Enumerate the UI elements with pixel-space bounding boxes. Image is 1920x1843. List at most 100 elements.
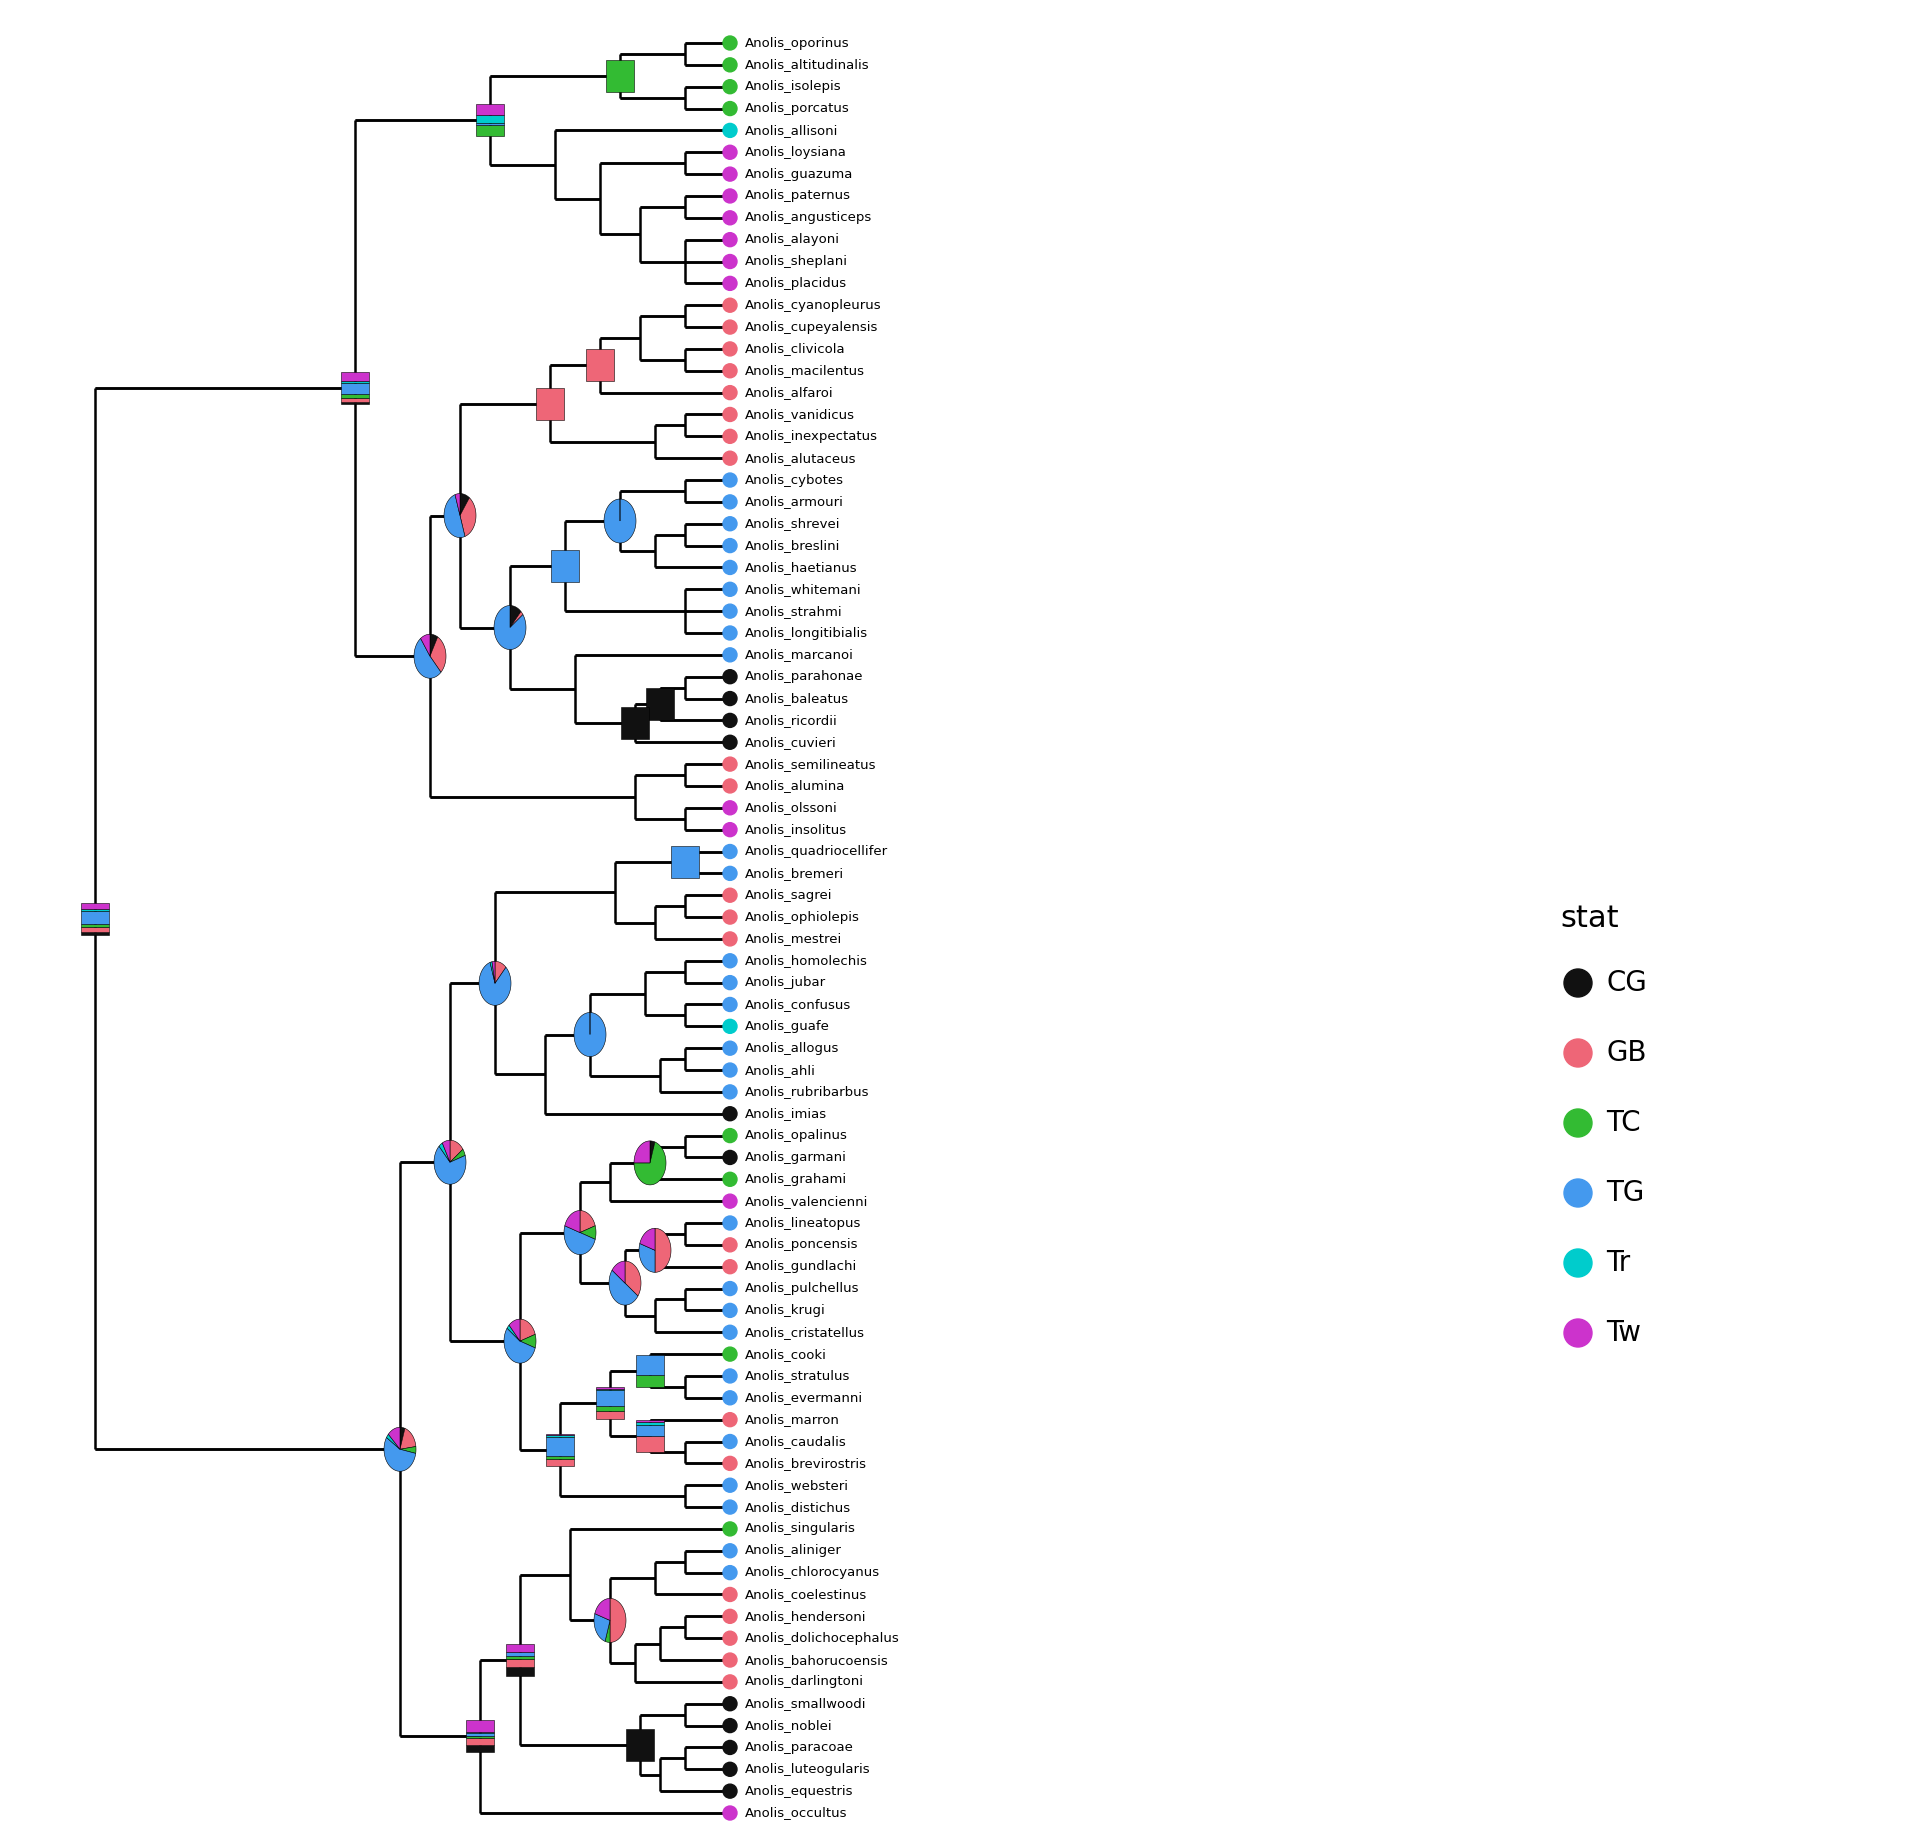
Text: Anolis_occultus: Anolis_occultus: [745, 1806, 847, 1819]
Text: Anolis_mestrei: Anolis_mestrei: [745, 933, 843, 945]
Text: Anolis_marron: Anolis_marron: [745, 1414, 839, 1426]
Bar: [536, 387, 564, 420]
Circle shape: [1565, 1250, 1592, 1277]
Polygon shape: [564, 1211, 580, 1233]
Circle shape: [724, 385, 737, 400]
Text: TG: TG: [1605, 1180, 1644, 1207]
Text: TC: TC: [1605, 1109, 1640, 1137]
Bar: [636, 1355, 664, 1375]
Polygon shape: [520, 1334, 536, 1347]
Circle shape: [724, 669, 737, 684]
Text: Anolis_chlorocyanus: Anolis_chlorocyanus: [745, 1567, 879, 1579]
Bar: [626, 1729, 655, 1760]
Text: Anolis_singularis: Anolis_singularis: [745, 1522, 856, 1535]
Text: Anolis_angusticeps: Anolis_angusticeps: [745, 212, 872, 225]
Polygon shape: [639, 1244, 655, 1272]
Bar: [467, 1738, 493, 1745]
Circle shape: [724, 57, 737, 72]
Text: Anolis_alayoni: Anolis_alayoni: [745, 234, 841, 247]
Text: Anolis_semilineatus: Anolis_semilineatus: [745, 757, 877, 770]
Bar: [595, 1412, 624, 1419]
Circle shape: [724, 649, 737, 662]
Circle shape: [724, 757, 737, 770]
Text: Anolis_opalinus: Anolis_opalinus: [745, 1130, 849, 1143]
Polygon shape: [593, 1614, 611, 1642]
Circle shape: [724, 1718, 737, 1732]
Text: Anolis_baleatus: Anolis_baleatus: [745, 693, 849, 706]
Text: Anolis_insolitus: Anolis_insolitus: [745, 824, 847, 837]
Circle shape: [724, 1587, 737, 1602]
Bar: [81, 903, 109, 909]
Text: Anolis_jubar: Anolis_jubar: [745, 977, 826, 990]
Text: Anolis_guafe: Anolis_guafe: [745, 1019, 829, 1032]
Text: Anolis_cristatellus: Anolis_cristatellus: [745, 1325, 866, 1338]
Text: Anolis_distichus: Anolis_distichus: [745, 1500, 851, 1513]
Text: Anolis_darlingtoni: Anolis_darlingtoni: [745, 1675, 864, 1688]
Text: Anolis_imias: Anolis_imias: [745, 1108, 828, 1121]
Bar: [467, 1720, 493, 1732]
Text: Anolis_clivicola: Anolis_clivicola: [745, 343, 845, 356]
Text: Anolis_sheplani: Anolis_sheplani: [745, 254, 849, 267]
Circle shape: [724, 560, 737, 575]
Circle shape: [724, 299, 737, 311]
Polygon shape: [399, 1426, 405, 1449]
Polygon shape: [495, 962, 507, 984]
Text: Anolis_cooki: Anolis_cooki: [745, 1347, 828, 1360]
Text: Anolis_paracoae: Anolis_paracoae: [745, 1742, 854, 1755]
Circle shape: [724, 1631, 737, 1646]
Circle shape: [724, 407, 737, 422]
Circle shape: [724, 933, 737, 945]
Circle shape: [724, 1609, 737, 1624]
Circle shape: [724, 582, 737, 597]
Text: Anolis_garmani: Anolis_garmani: [745, 1150, 847, 1165]
Bar: [342, 372, 369, 380]
Bar: [342, 383, 369, 394]
Circle shape: [724, 997, 737, 1012]
Circle shape: [724, 474, 737, 487]
Circle shape: [1565, 969, 1592, 997]
Circle shape: [724, 343, 737, 356]
Bar: [551, 549, 580, 582]
Bar: [81, 933, 109, 934]
Bar: [670, 846, 699, 879]
Text: Anolis_longitibialis: Anolis_longitibialis: [745, 627, 868, 640]
Bar: [342, 394, 369, 398]
Text: Anolis_parahonae: Anolis_parahonae: [745, 671, 864, 684]
Text: Anolis_ophiolepis: Anolis_ophiolepis: [745, 910, 860, 923]
Bar: [545, 1460, 574, 1465]
Text: Anolis_marcanoi: Anolis_marcanoi: [745, 649, 854, 662]
Bar: [507, 1666, 534, 1675]
Circle shape: [724, 79, 737, 94]
Polygon shape: [434, 1146, 467, 1185]
Polygon shape: [420, 634, 430, 656]
Circle shape: [724, 627, 737, 640]
Bar: [620, 708, 649, 739]
Text: Anolis_alfaroi: Anolis_alfaroi: [745, 387, 833, 400]
Polygon shape: [388, 1426, 399, 1449]
Polygon shape: [609, 1270, 637, 1305]
Bar: [507, 1644, 534, 1653]
Circle shape: [724, 363, 737, 378]
Bar: [607, 59, 634, 92]
Polygon shape: [478, 962, 511, 1004]
Circle shape: [724, 1261, 737, 1274]
Circle shape: [724, 1806, 737, 1821]
Circle shape: [724, 802, 737, 815]
Polygon shape: [455, 494, 461, 516]
Circle shape: [724, 1544, 737, 1557]
Text: Anolis_aliniger: Anolis_aliniger: [745, 1544, 841, 1557]
Bar: [467, 1732, 493, 1736]
Text: Anolis_guazuma: Anolis_guazuma: [745, 168, 852, 181]
Circle shape: [724, 210, 737, 225]
Polygon shape: [639, 1227, 655, 1250]
Circle shape: [724, 168, 737, 181]
Text: Anolis_vanidicus: Anolis_vanidicus: [745, 407, 854, 420]
Polygon shape: [564, 1226, 595, 1255]
Text: Anolis_alutaceus: Anolis_alutaceus: [745, 452, 856, 464]
Circle shape: [1565, 1039, 1592, 1067]
Circle shape: [724, 1369, 737, 1382]
Polygon shape: [449, 1150, 465, 1163]
Circle shape: [724, 1697, 737, 1710]
Bar: [467, 1736, 493, 1738]
Circle shape: [724, 1762, 737, 1777]
